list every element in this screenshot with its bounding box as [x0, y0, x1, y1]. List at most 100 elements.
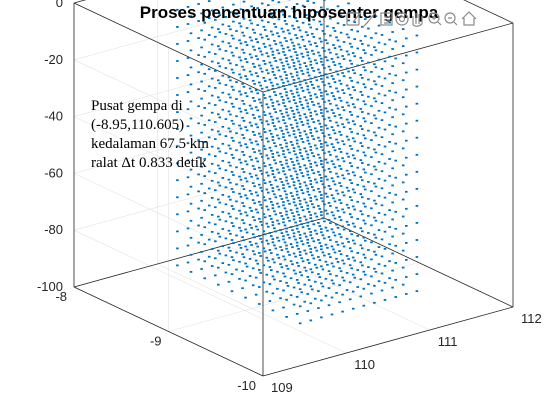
data-point	[330, 211, 334, 214]
data-point	[254, 123, 258, 126]
data-point	[277, 120, 281, 123]
x-tick-label: 111	[438, 334, 458, 349]
data-point	[242, 154, 246, 156]
data-point	[232, 242, 235, 244]
data-point	[268, 197, 272, 200]
data-point	[285, 179, 288, 182]
data-point	[326, 59, 329, 62]
data-point	[320, 57, 323, 60]
data-point	[265, 69, 269, 72]
data-point	[286, 29, 290, 32]
data-point	[317, 51, 320, 54]
data-point	[327, 270, 331, 272]
data-point	[317, 307, 320, 309]
zoom-out-icon[interactable]	[444, 12, 458, 26]
data-point	[274, 111, 278, 113]
data-point	[286, 46, 290, 49]
z-tick-label: -100	[37, 279, 63, 294]
data-point	[333, 115, 337, 118]
data-point	[320, 180, 323, 182]
pan-icon[interactable]	[412, 13, 423, 27]
data-point	[276, 202, 279, 205]
data-point	[380, 153, 384, 156]
data-point	[256, 211, 259, 214]
data-point	[401, 283, 405, 286]
data-point	[350, 199, 353, 202]
data-point	[221, 245, 225, 247]
data-point	[333, 166, 337, 169]
data-point	[259, 152, 262, 155]
data-point	[314, 263, 317, 266]
data-point	[324, 243, 328, 246]
data-point	[238, 243, 241, 246]
data-point	[250, 22, 253, 25]
data-point	[306, 224, 310, 227]
data-point	[347, 138, 350, 141]
data-point	[276, 134, 279, 137]
data-point	[238, 192, 241, 195]
data-point	[329, 154, 332, 156]
data-point	[401, 62, 405, 65]
legend-icon[interactable]	[380, 12, 393, 26]
data-point	[330, 279, 334, 282]
data-point	[294, 119, 297, 122]
data-point	[356, 132, 359, 135]
data-point	[262, 77, 266, 79]
data-point	[260, 224, 264, 226]
y-tick-label: -8	[55, 289, 67, 304]
home-icon[interactable]	[461, 11, 477, 26]
data-point	[295, 193, 299, 196]
data-point	[285, 247, 288, 250]
data-point	[348, 128, 352, 130]
data-point	[300, 189, 303, 191]
data-point	[262, 42, 266, 45]
data-point	[235, 251, 238, 254]
data-point	[271, 101, 275, 104]
data-point	[294, 221, 297, 224]
data-point	[224, 237, 228, 240]
data-point	[283, 241, 287, 244]
data-point	[306, 71, 310, 74]
data-point	[297, 77, 300, 80]
rotate-3d-icon[interactable]	[395, 12, 409, 26]
data-point	[374, 219, 378, 222]
data-point	[323, 33, 326, 35]
brush-icon[interactable]	[363, 11, 377, 27]
data-point	[210, 214, 214, 216]
data-point	[224, 84, 228, 86]
data-point	[361, 196, 364, 199]
data-point	[258, 286, 261, 288]
data-point	[315, 62, 319, 65]
data-point	[282, 68, 285, 70]
data-point	[262, 25, 266, 28]
data-point	[273, 227, 276, 230]
data-point	[245, 231, 249, 234]
data-point	[271, 16, 275, 19]
data-point	[263, 199, 267, 202]
data-point	[276, 185, 279, 188]
data-point	[250, 175, 253, 178]
data-point	[304, 235, 308, 238]
data-point	[203, 21, 206, 24]
data-point	[311, 203, 314, 206]
data-point	[306, 190, 310, 193]
data-point	[221, 57, 225, 60]
edit-plot-icon[interactable]	[346, 11, 362, 26]
data-point	[312, 138, 316, 140]
data-point	[186, 210, 190, 213]
zoom-in-icon[interactable]	[428, 12, 442, 26]
data-point	[285, 145, 288, 148]
data-point	[283, 122, 287, 125]
data-point	[279, 41, 282, 44]
data-point	[388, 21, 391, 24]
data-point	[277, 188, 281, 191]
data-point	[260, 173, 264, 175]
data-point	[388, 243, 391, 246]
data-point	[259, 221, 262, 223]
data-point	[242, 103, 246, 105]
data-point	[189, 271, 193, 273]
data-point	[244, 177, 247, 180]
data-point	[339, 99, 343, 102]
data-point	[273, 142, 276, 144]
data-point	[373, 80, 376, 83]
